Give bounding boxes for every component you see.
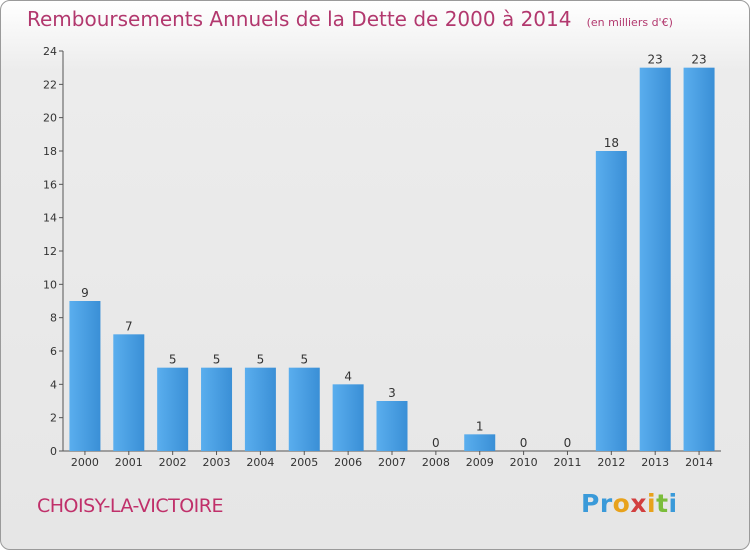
y-tick-label: 0 xyxy=(50,445,57,458)
bar-value-label: 5 xyxy=(257,353,265,367)
y-tick-label: 18 xyxy=(43,145,57,158)
bar-value-label: 23 xyxy=(691,53,706,67)
bar-value-label: 5 xyxy=(300,353,308,367)
bar-value-label: 0 xyxy=(564,436,572,450)
bar xyxy=(332,384,364,451)
x-tick-label: 2006 xyxy=(334,456,362,469)
bar-value-label: 7 xyxy=(125,319,133,333)
x-tick-label: 2012 xyxy=(597,456,625,469)
y-tick-label: 4 xyxy=(50,378,57,391)
proxiti-logo: Proxiti xyxy=(581,489,678,518)
x-tick-label: 2003 xyxy=(203,456,231,469)
y-tick-label: 12 xyxy=(43,245,57,258)
x-tick-label: 2004 xyxy=(246,456,274,469)
y-tick-label: 24 xyxy=(43,45,57,58)
logo-letter: x xyxy=(630,489,647,518)
bar xyxy=(288,367,320,451)
x-tick-label: 2001 xyxy=(115,456,143,469)
bar-value-label: 5 xyxy=(213,353,221,367)
logo-letter: t xyxy=(656,489,669,518)
bar-value-label: 1 xyxy=(476,419,484,433)
logo-letter: i xyxy=(668,489,678,518)
bar xyxy=(464,434,496,451)
commune-name: CHOISY-LA-VICTOIRE xyxy=(37,495,223,517)
y-tick-label: 14 xyxy=(43,212,57,225)
y-tick-label: 20 xyxy=(43,112,57,125)
x-tick-label: 2014 xyxy=(685,456,713,469)
bar-value-label: 0 xyxy=(520,436,528,450)
bar xyxy=(69,301,101,451)
bar xyxy=(157,367,189,451)
bar-value-label: 18 xyxy=(604,136,619,150)
x-tick-label: 2005 xyxy=(290,456,318,469)
bar xyxy=(376,401,408,451)
bar-value-label: 0 xyxy=(432,436,440,450)
logo-letter: i xyxy=(647,489,657,518)
y-tick-label: 16 xyxy=(43,178,57,191)
logo-letter: r xyxy=(599,489,613,518)
x-tick-label: 2007 xyxy=(378,456,406,469)
y-tick-label: 6 xyxy=(50,345,57,358)
bar xyxy=(595,151,627,451)
y-tick-label: 22 xyxy=(43,78,57,91)
bar xyxy=(683,67,715,452)
bar-value-label: 9 xyxy=(81,286,89,300)
x-tick-label: 2009 xyxy=(466,456,494,469)
chart-title: Remboursements Annuels de la Dette de 20… xyxy=(27,7,572,31)
x-tick-label: 2010 xyxy=(510,456,538,469)
bar xyxy=(639,67,671,452)
x-tick-label: 2008 xyxy=(422,456,450,469)
bar-value-label: 5 xyxy=(169,353,177,367)
x-tick-label: 2011 xyxy=(553,456,581,469)
logo-letter: o xyxy=(612,489,631,518)
x-tick-label: 2013 xyxy=(641,456,669,469)
y-tick-label: 10 xyxy=(43,278,57,291)
bar-value-label: 23 xyxy=(648,53,663,67)
x-tick-label: 2000 xyxy=(71,456,99,469)
bar xyxy=(113,334,145,451)
chart-subtitle: (en milliers d'€) xyxy=(586,16,673,29)
bar-value-label: 3 xyxy=(388,386,396,400)
x-tick-label: 2002 xyxy=(159,456,187,469)
bar xyxy=(244,367,276,451)
chart-header: Remboursements Annuels de la Dette de 20… xyxy=(27,7,673,31)
bar xyxy=(201,367,233,451)
logo-letter: P xyxy=(581,489,600,518)
y-tick-label: 8 xyxy=(50,312,57,325)
y-tick-label: 2 xyxy=(50,412,57,425)
bar-value-label: 4 xyxy=(344,369,352,383)
